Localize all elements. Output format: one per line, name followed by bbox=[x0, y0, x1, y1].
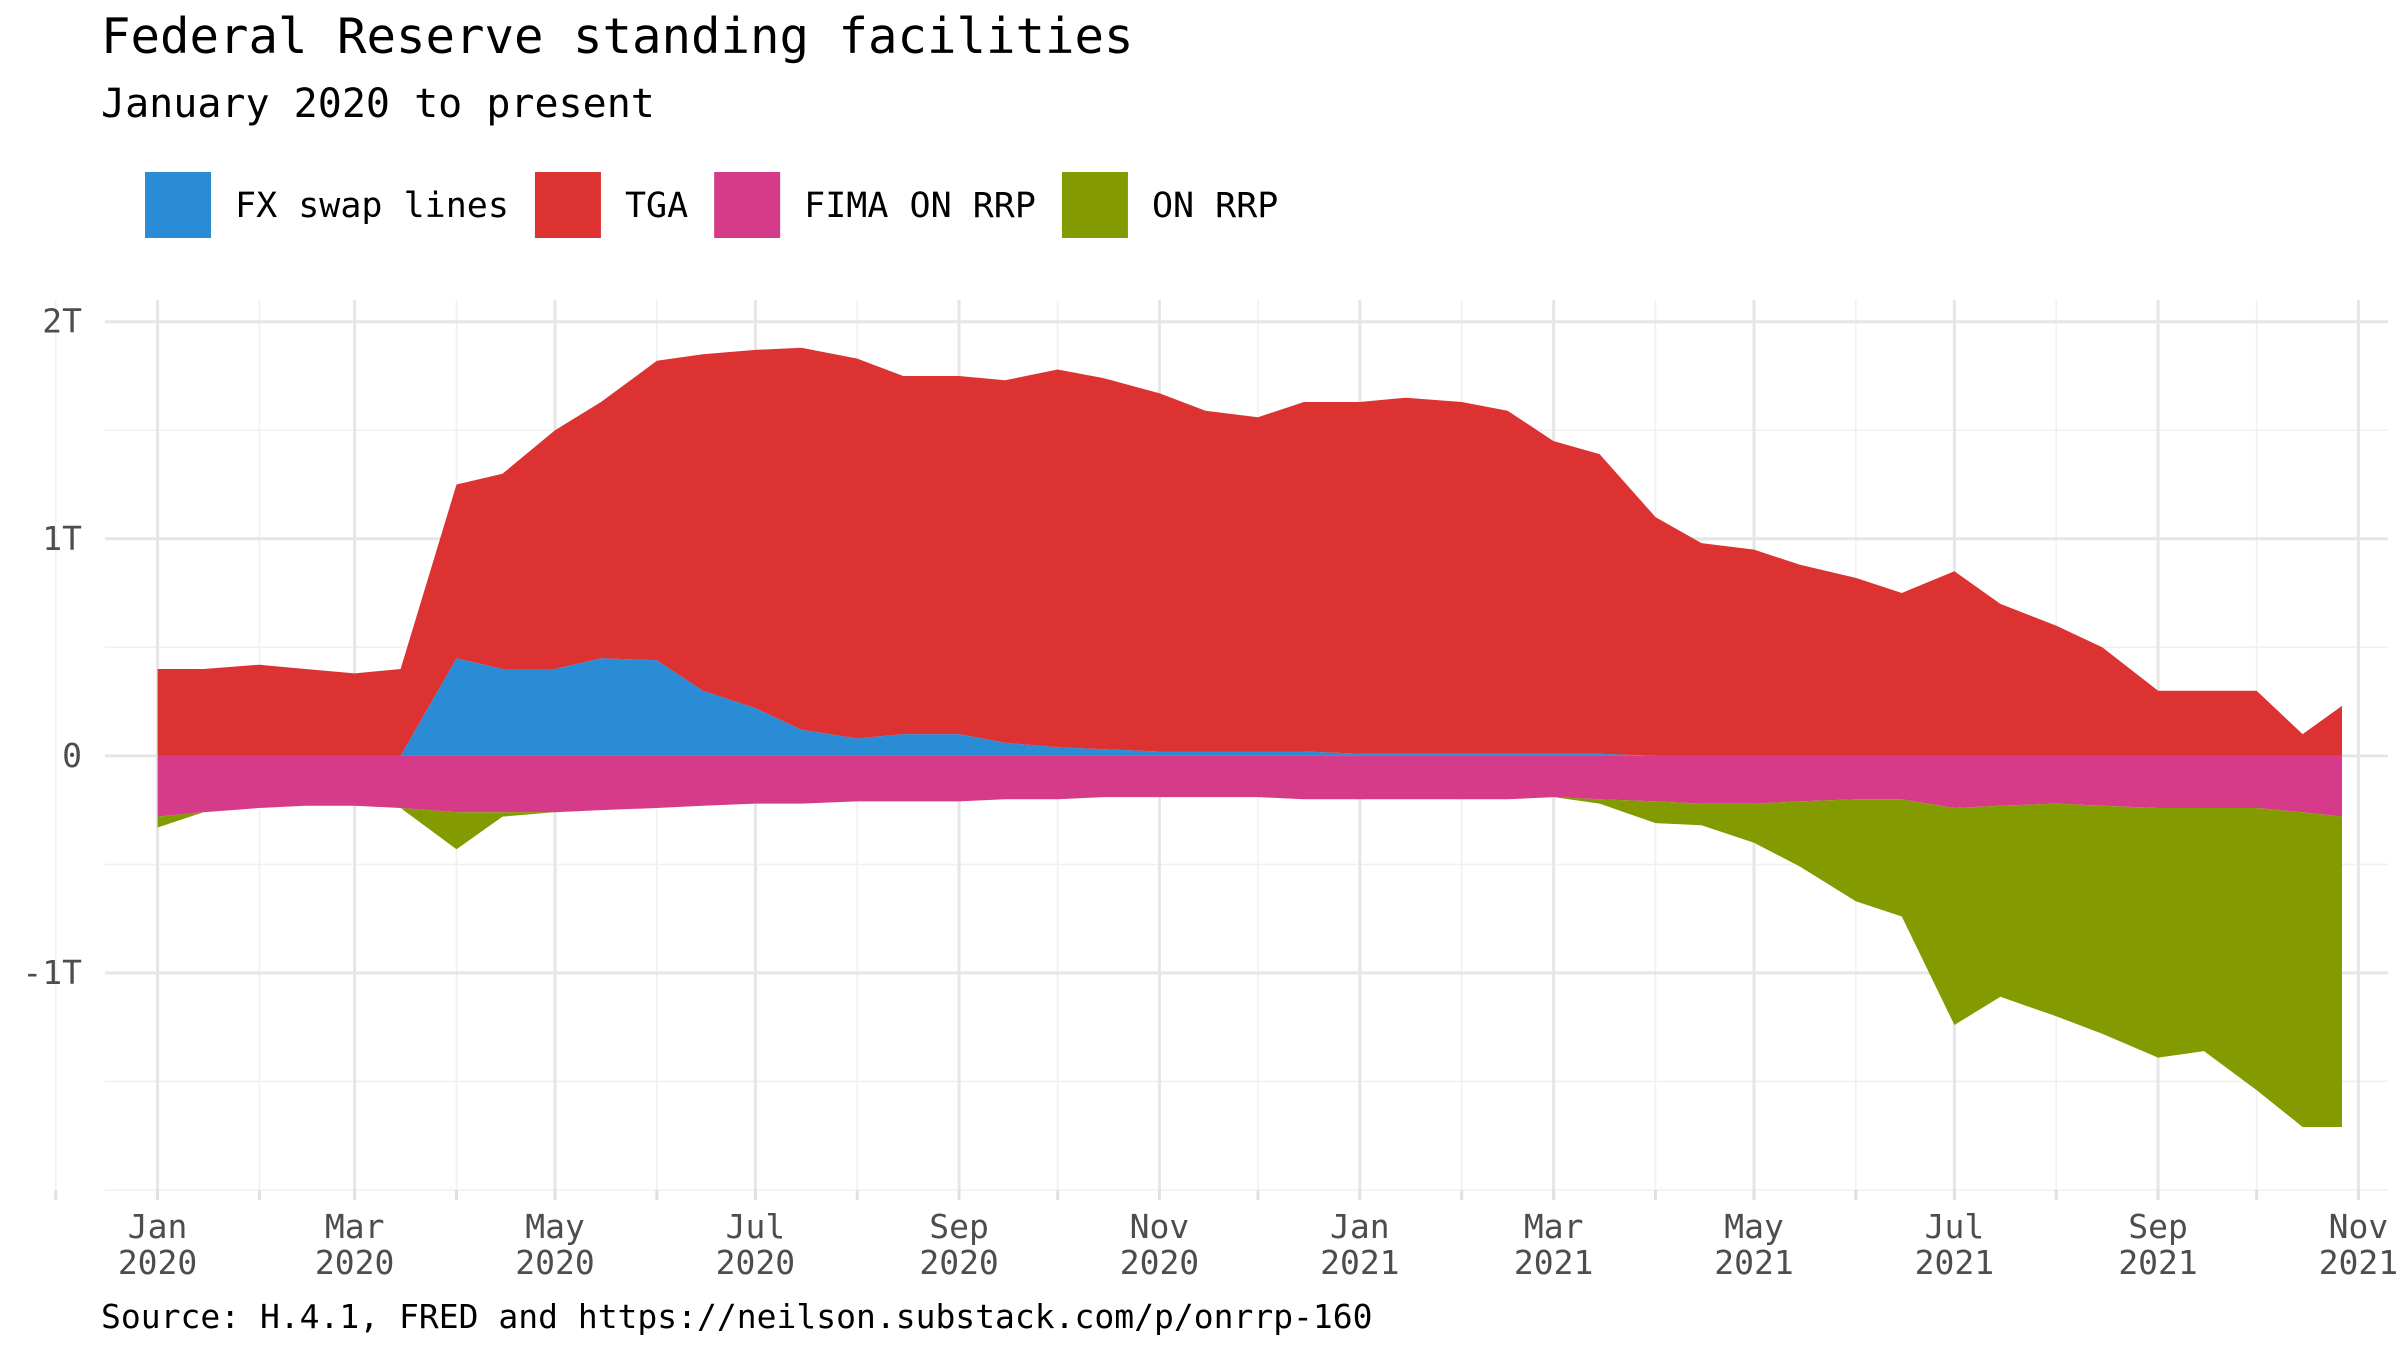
x-tick-label-month: Sep bbox=[2128, 1207, 2188, 1246]
legend-swatch bbox=[1061, 172, 1128, 238]
x-tick-label-month: Nov bbox=[2329, 1207, 2389, 1246]
x-tick-label-month: May bbox=[1724, 1207, 1784, 1246]
x-tick-label-month: Jan bbox=[1330, 1207, 1390, 1246]
legend: FX swap lines TGA FIMA ON RRP ON RRP bbox=[145, 172, 1278, 238]
x-tick-label-year: 2021 bbox=[1915, 1243, 1994, 1282]
legend-item-tga: TGA bbox=[534, 172, 688, 238]
area-tga bbox=[157, 347, 2342, 756]
legend-label: TGA bbox=[625, 186, 688, 226]
x-tick-label-year: 2020 bbox=[315, 1243, 394, 1282]
x-tick-label-year: 2020 bbox=[716, 1243, 795, 1282]
chart-title: Federal Reserve standing facilities bbox=[101, 8, 1134, 65]
x-tick-label-year: 2021 bbox=[1320, 1243, 1399, 1282]
x-tick-label-month: Nov bbox=[1130, 1207, 1190, 1246]
x-tick-label-month: Jul bbox=[1925, 1207, 1985, 1246]
y-tick-label: -1T bbox=[22, 953, 82, 992]
legend-swatch bbox=[534, 172, 601, 238]
x-tick-label-year: 2021 bbox=[2319, 1243, 2398, 1282]
x-tick-label-year: 2020 bbox=[118, 1243, 197, 1282]
x-tick-label-year: 2020 bbox=[1120, 1243, 1199, 1282]
legend-label: FX swap lines bbox=[235, 186, 509, 226]
x-tick-label-year: 2020 bbox=[919, 1243, 998, 1282]
x-tick-label-month: May bbox=[525, 1207, 585, 1246]
legend-label: FIMA ON RRP bbox=[804, 186, 1036, 226]
legend-item-fx-swap-lines: FX swap lines bbox=[145, 172, 509, 238]
y-tick-label: 0 bbox=[62, 736, 82, 775]
x-tick-label-month: Jan bbox=[128, 1207, 188, 1246]
y-tick-label: 2T bbox=[42, 302, 82, 341]
area-fima-on-rrp bbox=[157, 755, 2342, 817]
legend-swatch bbox=[714, 172, 781, 238]
x-tick-label-year: 2020 bbox=[515, 1243, 594, 1282]
x-tick-label-month: Mar bbox=[325, 1207, 385, 1246]
x-tick-label-month: Mar bbox=[1524, 1207, 1584, 1246]
x-tick-label-year: 2021 bbox=[1514, 1243, 1593, 1282]
x-tick-label-year: 2021 bbox=[1714, 1243, 1793, 1282]
y-tick-label: 1T bbox=[42, 519, 82, 558]
legend-swatch bbox=[145, 172, 211, 238]
y-axis: 2T 1T 0 -1T bbox=[22, 302, 82, 992]
area-on-rrp bbox=[157, 797, 2342, 1127]
legend-item-on-rrp: ON RRP bbox=[1061, 172, 1278, 238]
x-tick-label-month: Jul bbox=[726, 1207, 786, 1246]
x-tick-label-year: 2021 bbox=[2118, 1243, 2197, 1282]
legend-item-fima-on-rrp: FIMA ON RRP bbox=[714, 172, 1036, 238]
x-tick-label-month: Sep bbox=[929, 1207, 989, 1246]
chart-subtitle: January 2020 to present bbox=[101, 81, 655, 127]
area-fx-swap-lines bbox=[157, 658, 2342, 756]
chart-caption: Source: H.4.1, FRED and https://neilson.… bbox=[101, 1297, 1373, 1336]
legend-label: ON RRP bbox=[1152, 186, 1278, 226]
x-axis: Jan2020Mar2020May2020Jul2020Sep2020Nov20… bbox=[54, 1190, 2398, 1282]
series-areas bbox=[157, 347, 2342, 1127]
